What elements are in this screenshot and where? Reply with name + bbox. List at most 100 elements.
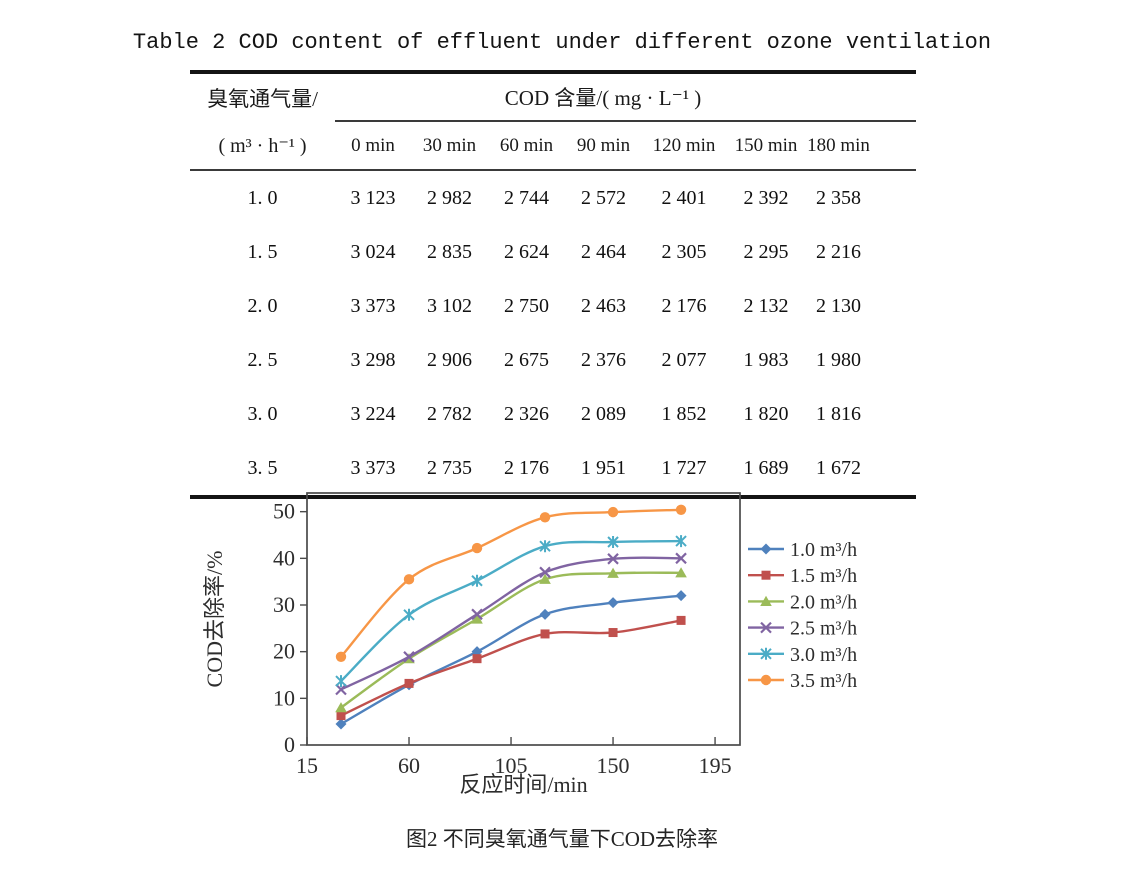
square-marker	[404, 678, 414, 688]
series-1.5	[336, 615, 686, 721]
cod-cell: 2 358	[816, 186, 862, 209]
cod-cell: 3 123	[350, 186, 396, 209]
square-marker	[336, 711, 346, 721]
x-marker	[539, 566, 551, 579]
series-3.0	[335, 535, 687, 688]
diamond-marker	[760, 543, 772, 555]
cod-cell: 3 373	[350, 294, 396, 317]
cod-cell: 3 102	[427, 294, 472, 317]
cod-cell: 2 463	[581, 294, 626, 317]
legend-label: 2.5 m³/h	[790, 618, 857, 640]
cod-cell: 3 224	[350, 402, 396, 425]
cod-cell: 2 392	[743, 186, 789, 209]
flow-header-line2: ( m³ · h⁻¹ )	[190, 121, 335, 171]
series-line	[340, 571, 682, 709]
triangle-marker	[539, 573, 551, 584]
cod-cell: 1 852	[661, 402, 707, 425]
square-marker	[676, 615, 686, 625]
series-1.0	[335, 590, 687, 730]
flow-cell: 1. 0	[247, 186, 278, 209]
asterisk-marker	[471, 574, 483, 587]
table-row: 1. 5 3 024 2 835 2 624 2 464 2 305 2 295 2 216	[190, 225, 916, 279]
series-2.0	[335, 567, 687, 713]
series-2.5	[335, 552, 687, 696]
header-row-1: 臭氧通气量/ COD 含量/( mg · L⁻¹ )	[190, 72, 917, 122]
table-row: 3. 5 3 373 2 735 2 176 1 951 1 727 1 689 1 672	[190, 441, 916, 497]
x-tick-label: 15	[296, 753, 318, 778]
y-axis-label: COD去除率/%	[202, 551, 227, 688]
asterisk-marker	[403, 608, 415, 621]
asterisk-marker	[760, 647, 772, 660]
x-marker	[403, 651, 415, 663]
triangle-marker	[471, 613, 483, 624]
y-tick-label: 50	[273, 499, 295, 524]
time-col-header: 0 min	[335, 121, 411, 171]
circle-marker	[335, 651, 347, 662]
cod-cell: 3 024	[350, 240, 396, 263]
cod-cell: 2 982	[427, 186, 472, 209]
diamond-marker	[471, 646, 483, 658]
x-tick-label: 150	[597, 753, 630, 778]
legend-label: 3.5 m³/h	[790, 670, 857, 692]
time-col-header: 90 min	[565, 121, 642, 171]
series-line	[340, 594, 682, 726]
legend-label: 1.0 m³/h	[790, 539, 857, 561]
time-col-header: 30 min	[411, 121, 488, 171]
diamond-marker	[539, 608, 551, 620]
circle-marker	[403, 574, 415, 585]
time-col-header: 150 min	[726, 121, 806, 171]
legend-entry: 1.0 m³/h	[748, 539, 857, 561]
cod-cell: 2 750	[504, 294, 549, 317]
square-marker	[608, 628, 618, 638]
circle-marker	[760, 674, 772, 686]
table-row: 2. 0 3 373 3 102 2 750 2 463 2 176 2 132 2 130	[190, 279, 916, 333]
cod-cell: 1 689	[743, 456, 789, 479]
asterisk-marker	[335, 675, 347, 688]
cod-cell: 2 176	[504, 456, 549, 479]
cod-cell: 2 326	[504, 402, 549, 425]
triangle-marker	[760, 595, 772, 606]
circle-marker	[675, 504, 687, 515]
x-marker	[335, 683, 347, 696]
legend-entry: 3.0 m³/h	[748, 644, 857, 666]
x-marker	[607, 553, 619, 565]
cod-cell: 2 305	[661, 240, 707, 263]
cod-cell: 2 572	[581, 186, 626, 209]
table-row: 2. 5 3 298 2 906 2 675 2 376 2 077 1 983 1 980	[190, 333, 916, 387]
square-marker	[472, 654, 482, 664]
time-col-header: 120 min	[642, 121, 726, 171]
triangle-marker	[335, 702, 347, 713]
asterisk-marker	[607, 536, 619, 548]
cod-cell: 1 672	[816, 456, 862, 479]
series-line	[340, 556, 682, 691]
square-marker	[540, 629, 550, 639]
circle-marker	[539, 512, 551, 523]
cod-cell: 2 216	[816, 240, 862, 263]
cod-cell: 2 675	[504, 348, 549, 371]
flow-cell: 1. 5	[247, 240, 278, 263]
series-line	[340, 619, 682, 717]
x-tick-label: 60	[398, 753, 420, 778]
table-row: 1. 0 3 123 2 982 2 744 2 572 2 401 2 392 2 358	[190, 170, 916, 225]
cod-cell: 3 373	[350, 456, 396, 479]
header-row-2: ( m³ · h⁻¹ ) 0 min 30 min 60 min 90 min …	[190, 121, 917, 171]
cod-cell: 2 735	[427, 456, 472, 479]
circle-marker	[471, 542, 483, 554]
flow-cell: 3. 5	[247, 456, 278, 479]
x-marker	[471, 608, 483, 621]
asterisk-marker	[675, 535, 687, 548]
cod-cell: 2 835	[427, 240, 472, 263]
diamond-marker	[335, 718, 347, 730]
legend-entry: 2.0 m³/h	[748, 591, 857, 613]
legend-label: 3.0 m³/h	[790, 644, 857, 666]
cod-cell: 2 744	[504, 186, 549, 209]
legend-entry: 2.5 m³/h	[748, 618, 857, 640]
cod-cell: 2 089	[581, 402, 626, 425]
cod-cell: 2 401	[661, 186, 707, 209]
cod-cell: 3 298	[350, 348, 396, 371]
cod-cell: 2 295	[743, 240, 789, 263]
y-tick-label: 30	[273, 592, 295, 617]
cod-cell: 2 906	[427, 348, 472, 371]
series-line	[340, 508, 682, 658]
